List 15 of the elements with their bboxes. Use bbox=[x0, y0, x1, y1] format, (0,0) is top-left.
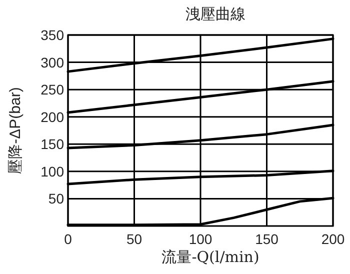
y-tick-label: 250 bbox=[40, 82, 64, 98]
x-tick-label: 150 bbox=[255, 231, 279, 247]
x-tick-label: 50 bbox=[126, 231, 142, 247]
y-tick-label: 300 bbox=[40, 54, 64, 70]
y-tick-label: 350 bbox=[40, 27, 64, 43]
x-tick-label: 100 bbox=[188, 231, 212, 247]
x-axis-title: 流量-Q(l/min) bbox=[162, 248, 260, 266]
y-axis-title: 壓降-ΔP(bar) bbox=[7, 87, 24, 174]
chart-title: 洩壓曲線 bbox=[186, 5, 246, 23]
y-tick-label: 150 bbox=[40, 136, 64, 152]
y-tick-label: 200 bbox=[40, 108, 64, 125]
x-tick-label: 200 bbox=[321, 231, 345, 247]
x-tick-label: 0 bbox=[64, 231, 72, 247]
y-tick-label: 100 bbox=[40, 163, 64, 180]
y-tick-label: 50 bbox=[48, 190, 64, 207]
